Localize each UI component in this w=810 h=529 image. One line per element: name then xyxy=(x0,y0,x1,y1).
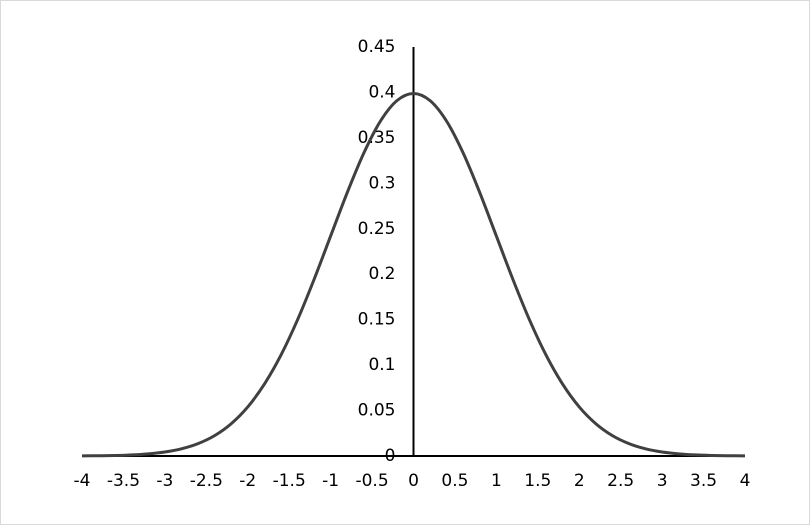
x-tick-label: -3.5 xyxy=(107,471,140,491)
y-tick-label: 0.15 xyxy=(358,310,396,330)
x-tick-label: 3 xyxy=(657,471,668,491)
x-tick-label: -4 xyxy=(74,471,91,491)
y-tick-label: 0.1 xyxy=(368,355,395,375)
x-tick-label: 1 xyxy=(491,471,502,491)
x-tick-label: 4 xyxy=(740,471,751,491)
y-tick-label: 0.45 xyxy=(358,37,396,57)
x-tick-label: 3.5 xyxy=(690,471,717,491)
x-tick-label: 0 xyxy=(408,471,419,491)
y-tick-label: 0.25 xyxy=(358,219,396,239)
x-tick-label: -0.5 xyxy=(355,471,388,491)
y-tick-label: 0.3 xyxy=(368,173,395,193)
y-tick-label: 0.2 xyxy=(368,264,395,284)
x-tick-label: -2.5 xyxy=(190,471,223,491)
x-tick-label: -2 xyxy=(239,471,256,491)
x-tick-label: 2 xyxy=(574,471,585,491)
x-tick-label: -1 xyxy=(322,471,339,491)
x-tick-label: -1.5 xyxy=(273,471,306,491)
data-line xyxy=(81,91,746,458)
x-tick-label: 2.5 xyxy=(607,471,634,491)
x-tick-label: 1.5 xyxy=(524,471,551,491)
x-tick-label: 0.5 xyxy=(441,471,468,491)
y-tick-label: 0.35 xyxy=(358,128,396,148)
y-tick-label: 0.05 xyxy=(358,401,396,421)
x-tick-label: -3 xyxy=(156,471,173,491)
y-tick-label: 0.4 xyxy=(368,82,395,102)
